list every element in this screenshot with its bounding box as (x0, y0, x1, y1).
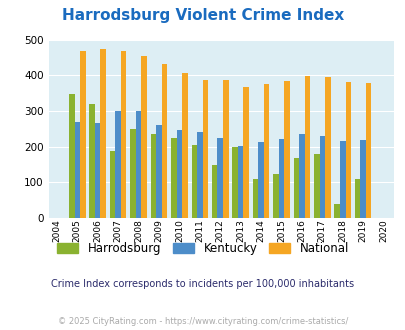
Bar (278, 139, 284, 218)
Bar (365, 83, 371, 218)
Bar (339, 141, 345, 218)
Bar (115, 111, 121, 218)
Bar (334, 204, 339, 218)
Bar (171, 138, 176, 218)
Bar (345, 82, 350, 218)
Bar (176, 130, 182, 218)
Bar (354, 179, 360, 218)
Bar (202, 80, 208, 218)
Bar (150, 134, 156, 218)
Bar (217, 138, 222, 218)
Bar (80, 50, 85, 218)
Bar (121, 51, 126, 218)
Bar (319, 136, 324, 218)
Bar (191, 145, 196, 218)
Bar (222, 80, 228, 218)
Bar (258, 142, 263, 218)
Bar (243, 87, 248, 218)
Bar (293, 157, 298, 218)
Bar (324, 77, 330, 218)
Bar (156, 125, 161, 218)
Bar (313, 154, 319, 218)
Bar (161, 64, 167, 218)
Bar (110, 151, 115, 218)
Bar (69, 94, 75, 218)
Bar (232, 147, 237, 218)
Bar (298, 134, 304, 218)
Bar (75, 122, 80, 218)
Bar (141, 56, 147, 218)
Bar (196, 132, 202, 218)
Bar (237, 146, 243, 218)
Bar (304, 76, 309, 218)
Text: Crime Index corresponds to incidents per 100,000 inhabitants: Crime Index corresponds to incidents per… (51, 279, 354, 289)
Text: © 2025 CityRating.com - https://www.cityrating.com/crime-statistics/: © 2025 CityRating.com - https://www.city… (58, 317, 347, 326)
Text: Harrodsburg Violent Crime Index: Harrodsburg Violent Crime Index (62, 8, 343, 23)
Legend: Harrodsburg, Kentucky, National: Harrodsburg, Kentucky, National (53, 239, 352, 259)
Bar (211, 165, 217, 218)
Bar (360, 141, 365, 218)
Bar (95, 123, 100, 218)
Bar (89, 105, 95, 218)
Bar (130, 129, 136, 218)
Bar (182, 74, 187, 218)
Bar (100, 49, 106, 218)
Bar (252, 179, 258, 218)
Bar (284, 81, 289, 218)
Bar (273, 174, 278, 218)
Bar (136, 111, 141, 218)
Bar (263, 84, 269, 218)
